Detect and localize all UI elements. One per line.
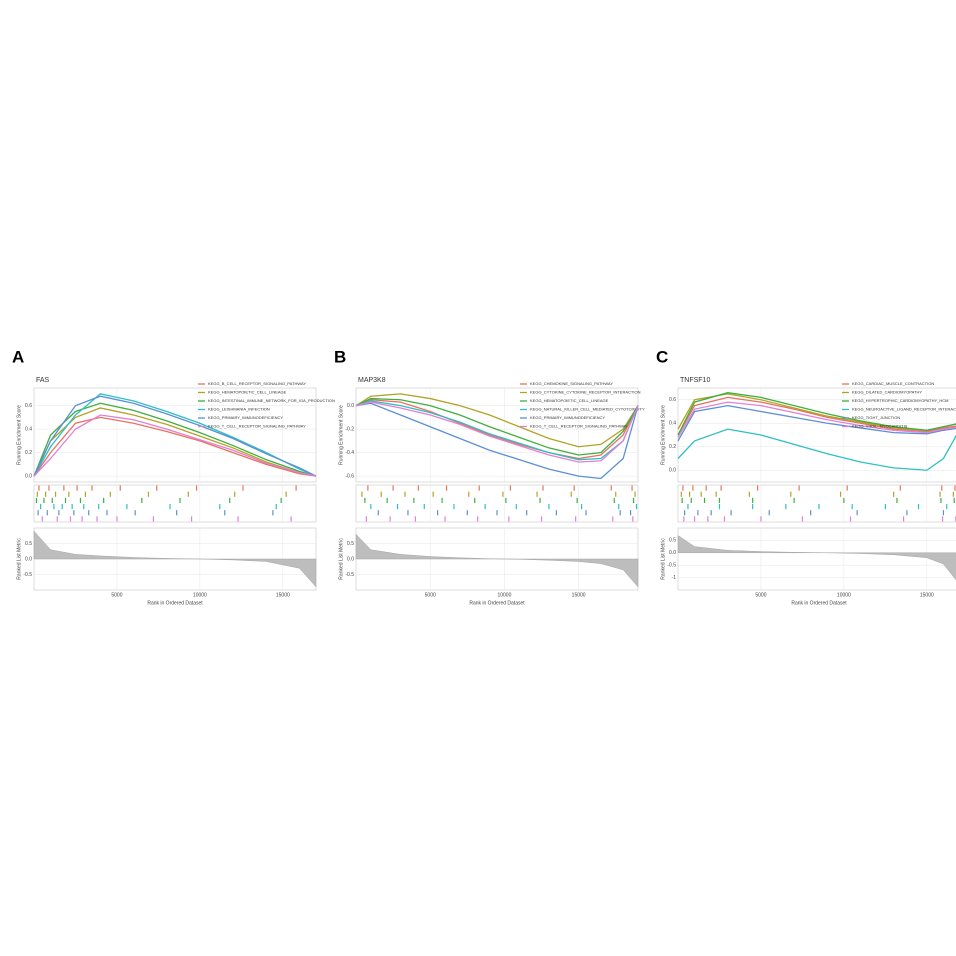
x-axis-label: Rank in Ordered Dataset: [147, 600, 203, 606]
legend-label: KEGG_T_CELL_RECEPTOR_SIGNALING_PATHWAY: [530, 424, 628, 429]
y-tick-label: 0.4: [25, 426, 32, 432]
es-line: [677, 428, 956, 471]
legend-label: KEGG_NATURAL_KILLER_CELL_MEDIATED_CYTOTO…: [530, 407, 645, 412]
panel-label: C: [656, 347, 668, 366]
legend-label: KEGG_CYTOKINE_CYTOKINE_RECEPTOR_INTERACT…: [530, 390, 641, 395]
es-line: [677, 396, 956, 436]
legend-label: KEGG_TIGHT_JUNCTION: [852, 415, 900, 420]
y-tick-label: 0.0: [25, 473, 32, 479]
panel-label: B: [334, 347, 346, 366]
y-tick-label: 0.6: [669, 397, 676, 403]
legend-label: KEGG_VIRAL_MYOCARDITIS: [852, 424, 908, 429]
x-tick-label: 10000: [497, 592, 511, 598]
x-axis-label: Rank in Ordered Dataset: [469, 600, 525, 606]
plot-frame: [355, 484, 639, 523]
y-tick-label: -0.4: [345, 450, 354, 456]
y-axis-label: Running Enrichment Score: [16, 405, 22, 465]
x-axis-label: Rank in Ordered Dataset: [791, 600, 847, 606]
es-line: [355, 399, 639, 460]
y-axis-label: Ranked List Metric: [338, 538, 344, 580]
es-line: [33, 416, 317, 477]
legend-label: KEGG_NEUROACTIVE_LIGAND_RECEPTOR_INTERAC…: [852, 407, 956, 412]
y-tick-label: 0.2: [25, 450, 32, 456]
ranked-metric-area: [33, 530, 317, 588]
y-tick-label: 0.5: [25, 541, 32, 547]
y-tick-label: -0.2: [345, 426, 354, 432]
legend-label: KEGG_PRIMARY_IMMUNODEFICIENCY: [530, 415, 605, 420]
legend-label: KEGG_INTESTINAL_IMMUNE_NETWORK_FOR_IGA_P…: [208, 398, 335, 403]
y-tick-label: 0.0: [25, 556, 32, 562]
es-line: [677, 404, 956, 442]
y-tick-label: 0.2: [669, 444, 676, 450]
x-tick-label: 10000: [193, 592, 207, 598]
plot-frame: [355, 387, 639, 483]
legend-label: KEGG_B_CELL_RECEPTOR_SIGNALING_PATHWAY: [208, 381, 306, 386]
es-line: [33, 395, 317, 477]
y-axis-label: Ranked List Metric: [660, 538, 666, 580]
es-line: [33, 402, 317, 477]
y-tick-label: -0.5: [23, 572, 32, 578]
x-tick-label: 10000: [837, 592, 851, 598]
plot-frame: [33, 484, 317, 523]
y-axis-label: Running Enrichment Score: [338, 405, 344, 465]
y-tick-label: 0.5: [347, 541, 354, 547]
legend-label: KEGG_DILATED_CARDIOMYOPATHY: [852, 390, 922, 395]
panel-label: A: [12, 347, 24, 366]
y-tick-label: 0.0: [669, 550, 676, 556]
legend-label: KEGG_PRIMARY_IMMUNODEFICIENCY: [208, 415, 283, 420]
y-tick-label: 0.4: [669, 421, 676, 427]
y-tick-label: -0.6: [345, 473, 354, 479]
x-tick-label: 5000: [425, 592, 436, 598]
chart-title: MAP3K8: [358, 377, 386, 384]
ranked-metric-area: [677, 535, 956, 581]
es-line: [355, 402, 639, 480]
es-line: [355, 401, 639, 463]
legend-label: KEGG_CARDIAC_MUSCLE_CONTRACTION: [852, 381, 934, 386]
plot-frame: [677, 387, 956, 483]
y-tick-label: 0.0: [669, 468, 676, 474]
plot-frame: [677, 527, 956, 591]
y-tick-label: -0.5: [345, 572, 354, 578]
y-tick-label: 0.0: [347, 556, 354, 562]
y-tick-label: 0.6: [25, 403, 32, 409]
y-tick-label: -1: [672, 575, 677, 581]
ranked-metric-area: [355, 533, 639, 588]
es-line: [677, 392, 956, 436]
x-tick-label: 5000: [111, 592, 122, 598]
es-line: [33, 414, 317, 477]
x-tick-label: 15000: [572, 592, 586, 598]
y-tick-label: 0.0: [347, 403, 354, 409]
es-line: [355, 397, 639, 456]
y-axis-label: Ranked List Metric: [16, 538, 22, 580]
legend-label: KEGG_HEMATOPOIETIC_CELL_LINEAGE: [208, 390, 287, 395]
legend-label: KEGG_T_CELL_RECEPTOR_SIGNALING_PATHWAY: [208, 424, 306, 429]
chart-title: TNFSF10: [680, 377, 710, 384]
es-line: [355, 400, 639, 461]
y-tick-label: 0.5: [669, 538, 676, 544]
plot-frame: [677, 484, 956, 523]
legend-label: KEGG_CHEMOKINE_SIGNALING_PATHWAY: [530, 381, 613, 386]
legend-label: KEGG_HEMATOPOIETIC_CELL_LINEAGE: [530, 398, 609, 403]
es-line: [677, 401, 956, 438]
es-line: [355, 393, 639, 448]
x-tick-label: 15000: [920, 592, 934, 598]
x-tick-label: 15000: [276, 592, 290, 598]
legend-label: KEGG_HYPERTROPHIC_CARDIOMYOPATHY_HCM: [852, 398, 948, 403]
y-axis-label: Running Enrichment Score: [660, 405, 666, 465]
legend-label: KEGG_LEISHMANIA_INFECTION: [208, 407, 270, 412]
x-tick-label: 5000: [755, 592, 766, 598]
chart-title: FAS: [36, 377, 50, 384]
y-tick-label: -0.5: [667, 563, 676, 569]
